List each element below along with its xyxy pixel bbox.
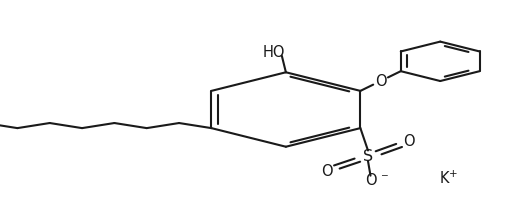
Text: K$^{+}$: K$^{+}$ <box>438 170 458 187</box>
Text: $^{-}$: $^{-}$ <box>379 172 388 185</box>
Text: O: O <box>402 134 414 149</box>
Text: O: O <box>364 173 376 187</box>
Text: O: O <box>321 164 332 178</box>
Text: S: S <box>362 149 372 164</box>
Text: O: O <box>374 74 386 88</box>
Text: HO: HO <box>263 45 285 60</box>
